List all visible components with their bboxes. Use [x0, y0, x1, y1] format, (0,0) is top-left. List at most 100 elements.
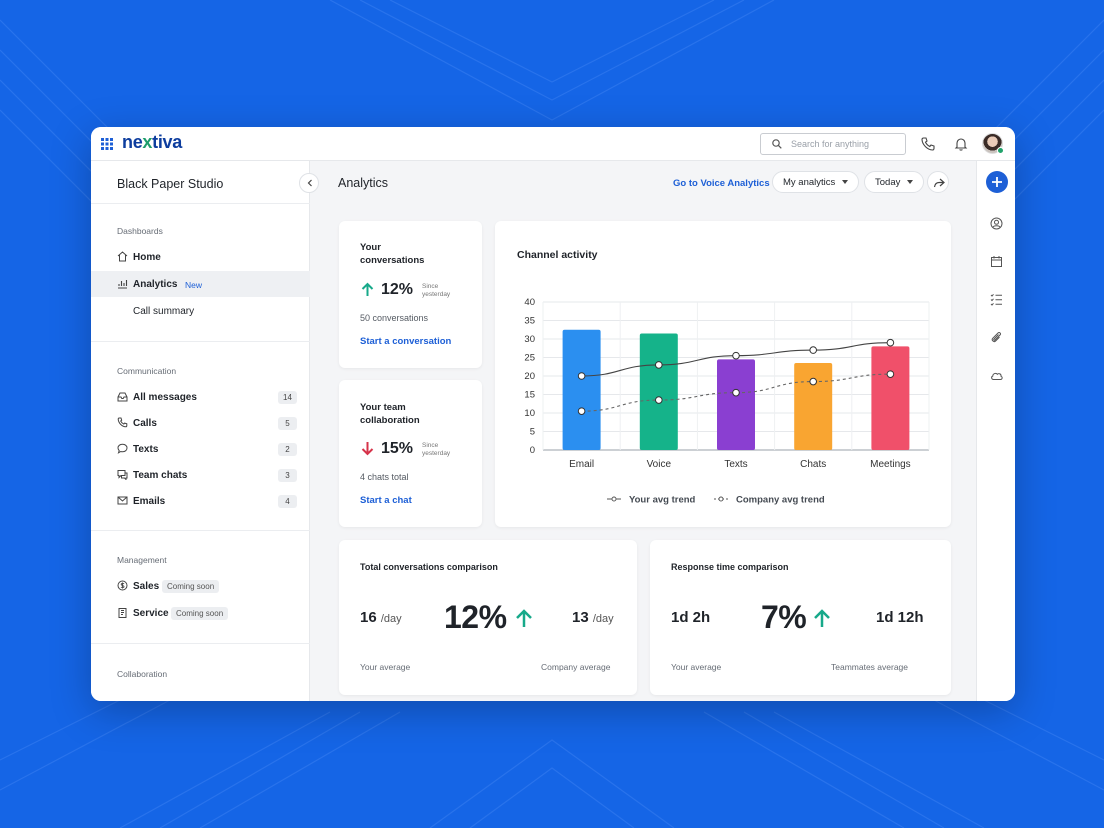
sidebar-item-sales[interactable]: Sales Coming soon	[91, 573, 310, 599]
sidebar-item-call-summary[interactable]: Call summary	[91, 298, 310, 324]
dropdown-value: My analytics	[783, 177, 836, 188]
section-collaboration: Collaboration	[117, 669, 168, 679]
your-average-value: 1d 2h	[671, 609, 711, 626]
org-name: Black Paper Studio	[117, 177, 224, 191]
x-tick-label: Texts	[724, 459, 747, 470]
sidebar-item-label: Emails	[133, 496, 166, 507]
coming-soon-tag: Coming soon	[171, 607, 229, 620]
sidebar-item-label: Home	[133, 252, 161, 263]
kpi-since-label: Since yesterday	[422, 283, 451, 298]
arrow-down-icon	[361, 442, 374, 456]
user-avatar[interactable]	[982, 133, 1004, 154]
y-tick-label: 40	[524, 297, 535, 308]
phone-icon	[117, 417, 128, 428]
share-arrow-icon	[933, 178, 945, 188]
sidebar-item-label: Texts	[133, 444, 159, 455]
sidebar-item-texts[interactable]: Texts 2	[91, 436, 310, 462]
card-title: Response time comparison	[671, 562, 789, 572]
sidebar-item-label: All messages	[133, 392, 197, 403]
bar-email	[562, 329, 601, 450]
chat-bubble-icon	[117, 443, 128, 454]
attachment-icon[interactable]	[990, 331, 1003, 344]
sidebar-item-service[interactable]: Service Coming soon	[91, 600, 310, 626]
sidebar-item-team-chats[interactable]: Team chats 3	[91, 462, 310, 488]
coming-soon-tag: Coming soon	[162, 580, 220, 593]
sidebar-item-all-messages[interactable]: All messages 14	[91, 384, 310, 410]
x-tick-label: Chats	[800, 459, 826, 470]
top-bar: nextiva	[91, 127, 1015, 161]
comparison-percent: 12%	[444, 599, 507, 635]
inbox-icon	[117, 392, 128, 402]
search-input[interactable]	[791, 137, 901, 151]
caret-down-icon	[842, 180, 849, 185]
channel-activity-card: Channel activity 0 5 10 15 20 25 30 35 40 Email Vo…	[495, 221, 951, 527]
dollar-icon	[117, 580, 128, 591]
section-communication: Communication	[117, 366, 177, 376]
new-badge: New	[185, 280, 203, 290]
start-conversation-link[interactable]: Start a conversation	[360, 336, 452, 347]
kpi-since-label: Since yesterday	[422, 442, 451, 457]
date-range-dropdown[interactable]: Today	[864, 171, 925, 193]
x-tick-label: Email	[569, 459, 594, 470]
legend-marker	[718, 496, 724, 502]
y-tick-label: 35	[524, 316, 535, 327]
kpi-subtext: 50 conversations	[360, 313, 429, 323]
count-badge: 14	[278, 391, 297, 404]
mail-icon	[117, 496, 128, 505]
kpi-card-collaboration: Your team collaboration 15% Since yesterda…	[339, 380, 482, 527]
y-tick-label: 15	[524, 390, 535, 401]
cloud-icon[interactable]	[990, 369, 1003, 382]
sidebar-item-label: Service	[133, 608, 169, 619]
bar-voice	[639, 333, 678, 450]
bar-chats	[794, 363, 833, 450]
analytics-scope-dropdown[interactable]: My analytics	[772, 171, 860, 193]
divider	[91, 643, 310, 644]
share-button[interactable]	[927, 171, 949, 193]
checklist-icon[interactable]	[990, 293, 1003, 306]
sidebar-item-analytics[interactable]: Analytics New	[91, 271, 310, 297]
nextiva-logo: nextiva	[122, 132, 182, 152]
y-tick-label: 25	[524, 353, 535, 364]
collapse-sidebar-button[interactable]	[299, 173, 319, 193]
presence-status-dot	[997, 147, 1004, 154]
kpi-card-conversations: Your conversations 12% Since yesterday 50 …	[339, 221, 482, 368]
y-tick-label: 0	[530, 445, 535, 456]
trend-point	[886, 370, 895, 378]
sidebar-item-home[interactable]: Home	[91, 244, 310, 270]
voice-analytics-link[interactable]: Go to Voice Analytics	[673, 178, 770, 189]
section-dashboards: Dashboards	[117, 226, 163, 236]
divider	[91, 530, 310, 531]
x-tick-label: Voice	[647, 459, 672, 470]
teammates-average-value: 1d 12h	[876, 609, 924, 626]
divider	[91, 341, 310, 342]
total-conversations-card: Total conversations comparison 16 /day 1…	[339, 540, 637, 695]
sidebar-item-calls[interactable]: Calls 5	[91, 410, 310, 436]
arrow-up-icon	[361, 282, 374, 296]
contact-icon[interactable]	[990, 217, 1003, 230]
chevron-left-icon	[307, 179, 312, 187]
home-icon	[117, 251, 128, 262]
kpi-subtext: 4 chats total	[360, 472, 409, 482]
analytics-icon	[118, 280, 128, 289]
count-badge: 3	[278, 469, 297, 482]
x-tick-label: Meetings	[870, 459, 911, 470]
your-average-value: 16 /day	[360, 609, 402, 626]
y-tick-label: 30	[524, 334, 535, 345]
team-chat-icon	[117, 470, 128, 480]
bar-meetings	[871, 346, 910, 450]
trend-point	[809, 377, 818, 386]
bell-icon[interactable]	[953, 136, 969, 152]
sidebar-item-label: Team chats	[133, 470, 188, 481]
add-button[interactable]	[986, 171, 1008, 193]
company-average-label: Company average	[541, 662, 611, 672]
search-box[interactable]	[760, 133, 906, 155]
sidebar-item-label: Sales	[133, 581, 160, 592]
count-badge: 2	[278, 443, 297, 456]
right-rail	[976, 161, 1015, 701]
phone-icon[interactable]	[920, 136, 936, 152]
legend-marker	[611, 496, 617, 502]
start-chat-link[interactable]: Start a chat	[360, 495, 412, 506]
app-grid-icon[interactable]	[101, 138, 113, 150]
sidebar-item-emails[interactable]: Emails 4	[91, 488, 310, 514]
calendar-icon[interactable]	[990, 255, 1003, 268]
